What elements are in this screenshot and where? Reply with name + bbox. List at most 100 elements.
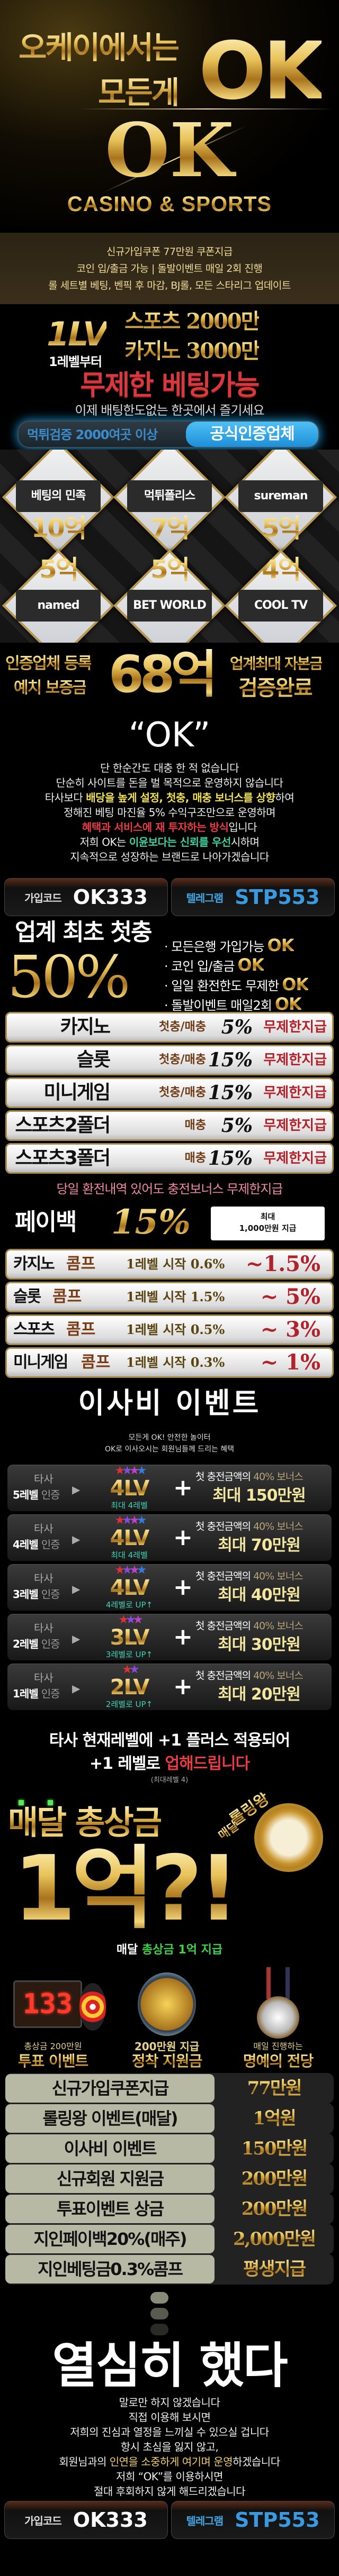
gold-coin-icon <box>138 1972 196 2036</box>
summary-value: 77만원 <box>215 2074 334 2103</box>
divider-dots <box>0 2284 339 2337</box>
hero-ok: OK <box>199 25 325 117</box>
text-segment: 시하며 <box>230 836 260 848</box>
telegram-label: 텔레그램 <box>186 891 224 905</box>
comp-table: 카지노 콤프 1레벨 시작 0.6% ~1.5% 슬롯 콤프 1레벨 시작 1.5% ~ 5%… <box>0 1249 339 1378</box>
level-limits: 1LV 1레벨부터 스포츠 2000만 카지노 3000만 <box>0 304 339 370</box>
text-segment: 저희 OK는 <box>79 836 129 848</box>
comp-row: 슬롯 콤프 1레벨 시작 1.5% ~ 5% <box>5 1282 334 1312</box>
payback: 페이백 15% 최대 1,000만원 지급 <box>0 1202 339 1245</box>
feature-text: 돌발이벤트 매일2회 <box>171 998 272 1013</box>
info-line: 롤 세트별 베팅, 벤픽 후 마감, BJ롤, 모든 스타리그 업데이트 <box>48 280 291 291</box>
bonus-pre: 첫 충전금액의 <box>195 1620 251 1632</box>
comp-max: ~ 1% <box>260 1350 320 1375</box>
arrow-right-icon: ▶ <box>72 1533 81 1546</box>
hall-line1: 매일 진행하는 <box>253 2041 303 2051</box>
summary-row: 신규가입쿠폰지급 77만원 <box>5 2073 334 2104</box>
comp-start: 1레벨 시작 0.6% <box>126 1256 225 1272</box>
text-line: 타사보다 배당을 높게 설정, 첫충, 매충 보너스를 상향하여 <box>0 790 339 805</box>
feature-item: · 일일 환전한도 무제한 OK <box>164 974 309 994</box>
text-line: 단 한순간도 대충 한 적 없습니다 <box>0 761 339 775</box>
ok-badge: OK <box>282 974 309 994</box>
feature-item: · 코인 입/출금 OK <box>164 955 264 975</box>
comp-start: 1레벨 시작 0.3% <box>126 1355 225 1370</box>
monthly-sub-a: 매달 <box>116 1943 142 1957</box>
partner-deposit: 4억 <box>238 555 323 584</box>
bonus-line: 첫 충전금액의 40% 보너스 <box>195 1570 304 1583</box>
benefit-summary: 신규가입쿠폰지급 77만원 롤링왕 이벤트(매달) 1억원 이사비 이벤트 150만원 신규… <box>0 2073 339 2285</box>
summary-row: 지인베팅금0.3%콤프 평생지급 <box>5 2254 334 2285</box>
bonus-pre: 첫 충전금액의 <box>195 1521 251 1532</box>
star-icon: ★ <box>114 1564 126 1577</box>
bonus-percent: 5% <box>221 1016 253 1038</box>
game-name: 미니게임 <box>13 1353 68 1372</box>
telegram-button[interactable]: 텔레그램 STP553 <box>171 2501 335 2539</box>
text-segment: 하겠습니다 <box>233 2455 280 2468</box>
bonus-note: 무제한지급 <box>263 1118 327 1134</box>
partner-name: 먹튀폴리스 <box>127 480 212 512</box>
bonus-note: 당일 환전내역 있어도 충전보너스 무제한지급 <box>0 1176 339 1202</box>
moving-sub-1: 모든게 OK! 안전한 놀이터 <box>128 1433 211 1442</box>
summary-label: 롤링왕 이벤트(매달) <box>5 2104 215 2133</box>
text-line: 말로만 하지 않겠습니다 <box>0 2395 339 2410</box>
game-name: 스포츠 <box>13 1320 55 1339</box>
medal-icon <box>257 1996 299 2039</box>
bonus-note: 무제한지급 <box>263 1150 327 1166</box>
bonus-pre: 첫 충전금액의 <box>195 1570 251 1582</box>
summary-row: 지인페이백20%(매주) 2,000만원 <box>5 2224 334 2254</box>
star-icon: ★ <box>136 1464 147 1477</box>
info-line: 신규가입쿠폰 77만원 쿠폰지급 <box>106 246 233 258</box>
summary-value: 1억원 <box>215 2104 334 2133</box>
payback-max: 최대 1,000만원 지급 <box>211 1207 325 1240</box>
dart-target-icon <box>79 1983 106 2031</box>
cert: 인증 <box>41 1538 60 1551</box>
bonus-line: 첫 충전금액의 40% 보너스 <box>195 1520 304 1533</box>
ok-level: 4LV <box>97 1527 161 1550</box>
text-line: 회원님과의 인연을 소중하게 여기며 운영하겠습니다 <box>0 2454 339 2469</box>
text-segment: 항시 초심을 잃지 않고, <box>120 2441 219 2453</box>
text-line: 절대 후회하지 않게 해드리겠습니다 <box>0 2484 339 2499</box>
comp-max: ~ 5% <box>260 1284 320 1309</box>
bonus-type: 매충 <box>184 1119 206 1132</box>
bonus-max: 최대 30만원 <box>218 1636 301 1654</box>
star-icon: ★ <box>122 1564 132 1577</box>
ok-level: 4LV <box>97 1477 161 1500</box>
payback-label: 페이백 <box>15 1209 77 1236</box>
telegram-button[interactable]: 텔레그램 STP553 <box>171 878 335 916</box>
partner-name: 베팅의 민족 <box>16 480 101 512</box>
game-name: 슬롯 <box>76 1049 111 1071</box>
closing-title-text: 열심히 했다 <box>52 2337 288 2394</box>
comp-max: ~1.5% <box>245 1252 320 1276</box>
cert: 인증 <box>41 1638 60 1650</box>
moving-event-row: 타사 1레벨 인증 ▶ ★★ 2LV 2레벨로 UP↑ + 첫 충전금액의 40% 보너스 최대… <box>7 1664 332 1710</box>
star-icon: ★ <box>126 1613 136 1627</box>
summary-value: 평생지급 <box>215 2255 334 2283</box>
star-rating: ★★★★ <box>97 1565 161 1576</box>
join-code-button[interactable]: 가입코드 OK333 <box>4 878 168 916</box>
hero-banner: 오케이에서는 모든게 OK OK CASINO & SPORTS <box>0 0 339 227</box>
moving-sub-2: OK로 이사오시는 회원님들께 드리는 혜택 <box>104 1445 235 1454</box>
partner-deposit: 5억 <box>238 514 323 543</box>
text-line: 항시 초심을 잃지 않고, <box>0 2440 339 2454</box>
arrow-right-icon: ▶ <box>72 1632 81 1645</box>
monthly-prize: 매달 총상금 1억?! 롤링왕 매달 매달 총상금 1억 지급 <box>0 1793 339 1962</box>
game-name: 미니게임 <box>43 1082 111 1103</box>
info-band: 신규가입쿠폰 77만원 쿠폰지급 코인 입/출금 가능 | 돌발이벤트 매일 2회… <box>0 233 339 304</box>
text-segment: 회원님과의 <box>59 2455 110 2468</box>
ok-level: 3LV <box>97 1626 161 1649</box>
summary-row: 투표이벤트 상금 200만원 <box>5 2194 334 2224</box>
join-code-label: 가입코드 <box>24 891 62 905</box>
bonus-pct: 40% 보너스 <box>253 1471 304 1483</box>
deposit-right-1: 업계최대 자본금 <box>230 653 323 674</box>
join-code-button[interactable]: 가입코드 OK333 <box>4 2501 168 2539</box>
feature-text: 코인 입/출금 <box>171 959 235 974</box>
summary-label: 지인페이백20%(매주) <box>5 2225 215 2253</box>
feature-item: · 돌발이벤트 매일2회 OK <box>164 994 302 1014</box>
summary-label: 신규회원 지원금 <box>5 2164 215 2193</box>
star-rating: ★★★★ <box>97 1515 161 1527</box>
plus-icon: + <box>173 1623 193 1650</box>
vote-event-line2: 투표 이벤트 <box>0 2052 106 2071</box>
monthly-big: 1억?! <box>13 1837 239 1941</box>
code-bar-bottom: 가입코드 OK333 텔레그램 STP553 <box>0 2501 339 2542</box>
level: 1레벨 <box>13 1687 39 1700</box>
